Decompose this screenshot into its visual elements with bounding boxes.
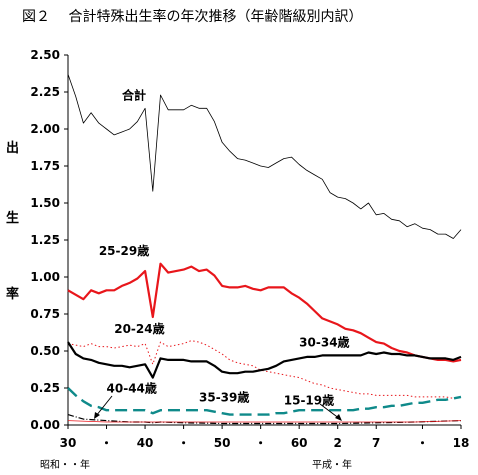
- x-tick-label: 2: [334, 436, 342, 450]
- y-tick-label: 0.75: [30, 307, 60, 321]
- series-line-35-39歳: [67, 387, 462, 416]
- era-label-showa: 昭和・・年: [40, 458, 90, 471]
- x-tick-label: 30: [60, 436, 77, 450]
- series-label: 合計: [122, 87, 146, 102]
- x-tick-label: ・: [178, 436, 190, 450]
- x-tick-label: 40: [137, 436, 154, 450]
- y-tick-label: 0.25: [30, 381, 60, 395]
- x-tick-label: 50: [214, 436, 231, 450]
- y-axis-ticks: 0.00 0.25 0.50 0.75 1.00 1.25 1.50 1.75 2.00 2.25…: [30, 48, 68, 432]
- y-tick-label: 2.50: [30, 48, 60, 62]
- y-tick-label: 0.00: [30, 418, 60, 432]
- series-label: 15-19歳: [284, 392, 334, 407]
- series-lines: [67, 74, 462, 425]
- y-tick-label: 1.75: [30, 159, 60, 173]
- y-label-char: 出: [6, 140, 19, 156]
- y-tick-label: 1.50: [30, 196, 60, 210]
- x-axis-ticks: 30 ・ 40 ・ 50 ・ 60 2 7 ・ 18: [60, 425, 470, 450]
- series-line-合計: [67, 74, 462, 239]
- arrow-40-44: [95, 395, 113, 417]
- x-tick-label: ・: [416, 436, 428, 450]
- series-label: 40-44歳: [107, 380, 157, 395]
- series-label: 25-29歳: [99, 243, 149, 258]
- y-label-char: 率: [6, 286, 19, 302]
- chart-title: 図２ 合計特殊出生率の年次推移（年齢階級別内訳）: [22, 8, 362, 25]
- y-tick-label: 0.50: [30, 344, 60, 358]
- x-tick-label: ・: [255, 436, 267, 450]
- series-line-15-19歳: [67, 420, 462, 423]
- series-annotations: 合計 25-29歳 20-24歳 30-34歳 40-44歳 35-39歳 15-19歳: [94, 87, 350, 421]
- series-label: 20-24歳: [114, 321, 164, 336]
- arrowhead-40-44: [94, 412, 100, 419]
- era-label-heisei: 平成・年: [312, 458, 352, 471]
- x-tick-label: ・: [101, 436, 113, 450]
- x-tick-label: 18: [453, 436, 470, 450]
- series-label: 35-39歳: [199, 389, 249, 404]
- y-tick-label: 2.00: [30, 122, 60, 136]
- y-tick-label: 1.25: [30, 233, 60, 247]
- x-tick-label: 7: [372, 436, 380, 450]
- series-line-40-44歳: [67, 414, 462, 425]
- y-tick-label: 2.25: [30, 85, 60, 99]
- arrowhead-15-19: [335, 414, 342, 421]
- series-label: 30-34歳: [299, 335, 349, 350]
- y-tick-label: 1.00: [30, 270, 60, 284]
- y-axis-label: 出生率: [6, 140, 19, 302]
- x-tick-label: 60: [291, 436, 308, 450]
- series-line-30-34歳: [67, 341, 462, 379]
- series-line-25-29歳: [67, 262, 462, 363]
- y-label-char: 生: [6, 210, 19, 226]
